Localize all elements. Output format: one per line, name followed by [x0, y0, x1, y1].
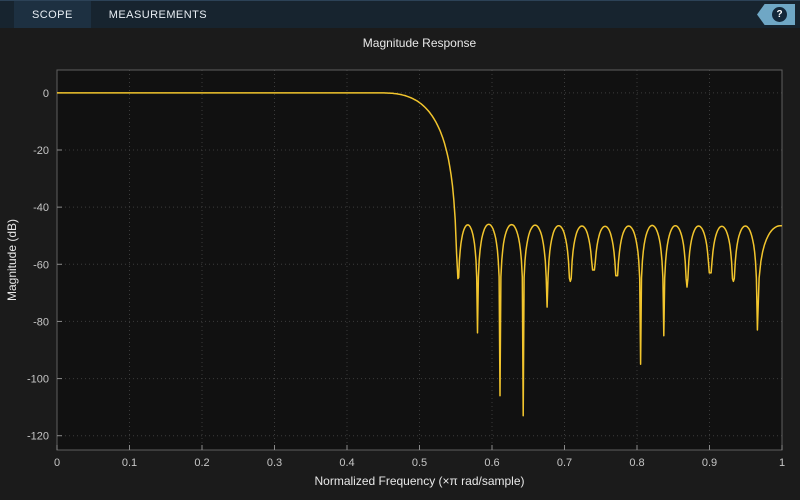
- x-tick-label: 1: [779, 457, 785, 469]
- x-tick-label: 0.6: [484, 457, 499, 469]
- y-tick-label: -100: [27, 374, 49, 386]
- tab-scope-label: SCOPE: [32, 8, 73, 21]
- help-button[interactable]: ?: [757, 4, 795, 25]
- x-tick-label: 0.1: [122, 457, 137, 469]
- y-tick-label: 0: [43, 88, 49, 100]
- magnitude-response-curve: [57, 92, 783, 417]
- chart-title: Magnitude Response: [363, 36, 477, 50]
- x-tick-label: 0: [54, 457, 60, 469]
- y-tick-label: -40: [33, 202, 49, 214]
- y-axis-label: Magnitude (dB): [5, 219, 19, 301]
- x-tick-label: 0.2: [194, 457, 209, 469]
- y-tick-label: -80: [33, 316, 49, 328]
- x-tick-label: 0.3: [267, 457, 282, 469]
- tab-measurements[interactable]: MEASUREMENTS: [91, 1, 225, 28]
- x-tick-label: 0.7: [557, 457, 572, 469]
- y-tick-label: -60: [33, 259, 49, 271]
- question-icon-glyph: ?: [776, 9, 783, 20]
- tab-scope[interactable]: SCOPE: [14, 1, 91, 28]
- toolbar: SCOPE MEASUREMENTS ?: [0, 0, 800, 28]
- x-tick-label: 0.9: [702, 457, 717, 469]
- plot-container: 0 0.1 0.2 0.3 0.4 0.5 0.6 0.7 0.8 0.9 1 0 -20 -40 -60 -…: [0, 28, 800, 500]
- y-tick-label: -20: [33, 145, 49, 157]
- tab-measurements-label: MEASUREMENTS: [108, 8, 208, 21]
- x-tick-label: 0.5: [412, 457, 427, 469]
- x-tick-label: 0.8: [629, 457, 644, 469]
- x-axis-label: Normalized Frequency (×π rad/sample): [314, 474, 524, 488]
- chart-svg: 0 0.1 0.2 0.3 0.4 0.5 0.6 0.7 0.8 0.9 1 0 -20 -40 -60 -…: [5, 36, 785, 488]
- question-icon: ?: [772, 7, 787, 22]
- x-tick-label: 0.4: [339, 457, 354, 469]
- y-tick-label: -120: [27, 431, 49, 443]
